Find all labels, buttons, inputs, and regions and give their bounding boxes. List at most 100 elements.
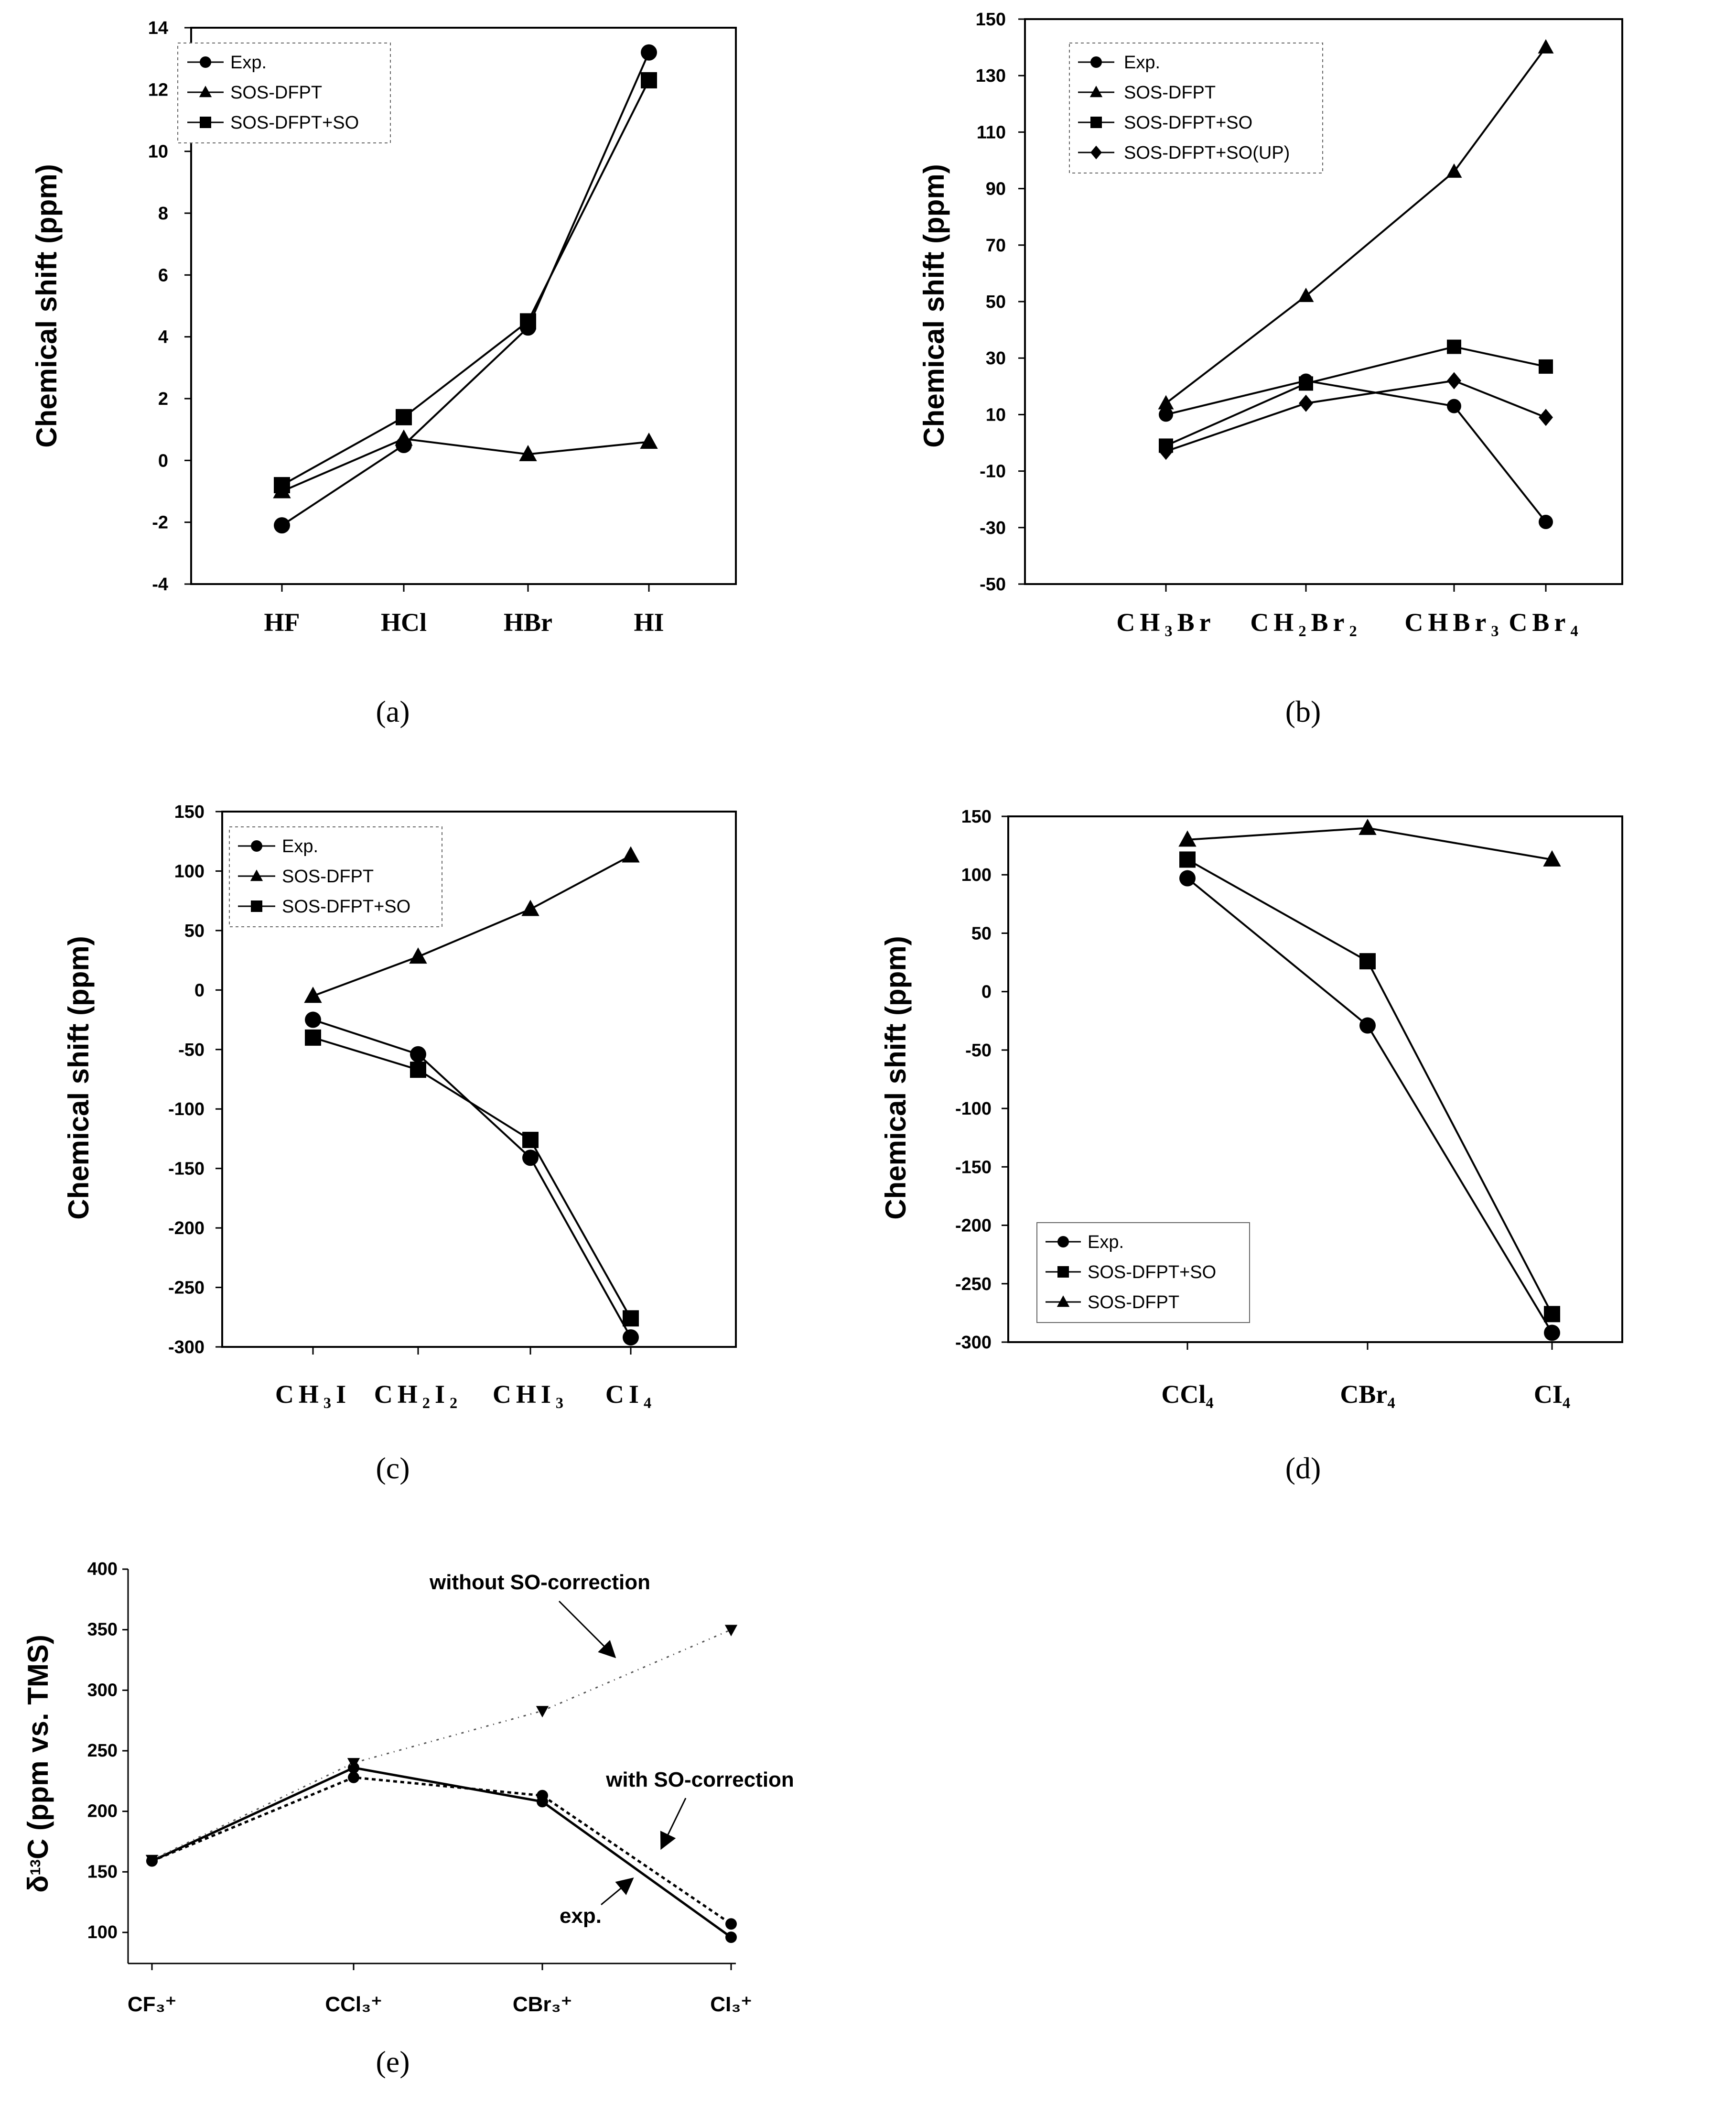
x-category-label: HBr (504, 608, 552, 637)
legend-label: Exp. (230, 53, 267, 73)
annotation-arrow (558, 1600, 616, 1659)
legend-label: SOS-DFPT+SO(UP) (1124, 143, 1290, 163)
y-tick-label: 50 (184, 921, 205, 941)
x-category-label: HCl (381, 608, 427, 637)
data-point-circle (305, 1011, 321, 1028)
y-tick-label: 0 (981, 982, 992, 1002)
data-point-triangle-down (536, 1706, 549, 1718)
annotation-arrow (601, 1877, 634, 1906)
series-line-circle (313, 1019, 632, 1338)
y-tick-label: 100 (174, 861, 205, 881)
y-tick-label: -50 (965, 1041, 992, 1061)
legend-marker-circle (200, 56, 211, 68)
data-point-triangle-down (145, 1855, 159, 1866)
y-tick-label: 150 (976, 10, 1006, 30)
y-tick-label: -10 (980, 462, 1006, 482)
y-tick-label: 130 (976, 66, 1006, 86)
data-point-diamond (1539, 409, 1553, 426)
data-point-circle (410, 1046, 426, 1063)
y-tick-label: 250 (87, 1741, 118, 1761)
chart-panel-5: 100 150 200 250 300 350 400 CF₃⁺ CCl₃⁺ CBr₃⁺ CI₃⁺ δ… (22, 1559, 794, 2016)
x-category-label: HI (634, 608, 664, 637)
y-tick-label: -250 (168, 1278, 205, 1298)
y-tick-label: 100 (87, 1922, 118, 1942)
plot-frame (1007, 815, 1623, 1343)
panel-caption: (a) (376, 694, 410, 728)
x-category-label: CBr₃⁺ (513, 1993, 572, 2016)
data-point-circle (348, 1771, 359, 1783)
series-line-square (1165, 346, 1546, 447)
y-tick-label: -100 (955, 1099, 992, 1119)
series-line-square (281, 80, 650, 486)
plot-frame (221, 811, 737, 1348)
legend-label: SOS-DFPT (282, 867, 374, 887)
y-tick-label: 14 (148, 18, 168, 38)
data-point-square (1359, 953, 1376, 970)
x-category-label: CI₃⁺ (710, 1993, 752, 2016)
legend-label: Exp. (1124, 53, 1160, 73)
y-tick-label: 150 (961, 807, 992, 827)
y-tick-label: 150 (174, 802, 205, 822)
data-point-triangle (1446, 163, 1462, 178)
panel-caption: (d) (1285, 1451, 1321, 1485)
y-tick-label: 70 (986, 236, 1006, 256)
chart-panel-4: -300 -250 -200 -150 -100 -50 0 50 100 150 CCl₄ CBr₄… (880, 807, 1623, 1409)
legend-label: SOS-DFPT (230, 83, 322, 103)
data-point-triangle (521, 900, 539, 916)
legend-marker-square (251, 900, 262, 912)
data-point-triangle (1538, 39, 1554, 54)
y-tick-label: -100 (168, 1099, 205, 1119)
data-point-triangle (640, 432, 658, 449)
series-line-diamond (1165, 380, 1546, 453)
x-category-label: CH₃Br (1116, 608, 1215, 637)
y-tick-label: 0 (158, 451, 168, 471)
y-tick-label: 90 (986, 179, 1006, 199)
y-tick-label: 150 (87, 1862, 118, 1882)
panel-caption: (c) (376, 1451, 410, 1485)
legend-marker-diamond (1090, 145, 1102, 160)
y-tick-label: -150 (168, 1159, 205, 1179)
chart-panel-2: -50 -30 -10 10 30 50 70 90 110 130 150 CH₃Br CH₂Br₂ C… (918, 10, 1623, 637)
legend-marker-circle (1057, 1236, 1069, 1247)
annotation-with-so: with SO-correction (605, 1768, 794, 1791)
x-category-label: CI₄ (605, 1380, 656, 1409)
data-point-square (1544, 1306, 1560, 1323)
data-point-square (305, 1029, 321, 1046)
data-point-circle (537, 1789, 548, 1801)
data-point-diamond (1159, 443, 1173, 460)
series-line-triangle (1165, 46, 1547, 404)
y-tick-label: 8 (158, 204, 168, 224)
legend-label: SOS-DFPT+SO (1124, 113, 1252, 133)
annotation-arrow (660, 1798, 687, 1850)
x-category-label: CF₃⁺ (128, 1993, 176, 2016)
annotation-exp: exp. (560, 1904, 602, 1928)
y-tick-label: -150 (955, 1157, 992, 1177)
data-point-triangle (304, 987, 322, 1003)
y-tick-label: 0 (194, 980, 205, 1000)
series-line-0 (151, 1766, 732, 1939)
y-tick-label: -50 (178, 1040, 205, 1060)
series-line-triangle (313, 855, 631, 997)
legend-marker-circle (251, 840, 262, 852)
legend-label: SOS-DFPT+SO (230, 113, 359, 133)
legend-label: SOS-DFPT+SO (282, 897, 410, 917)
y-tick-label: 400 (87, 1559, 118, 1579)
legend-marker-square (1057, 1266, 1069, 1278)
panel-caption: (e) (376, 2045, 410, 2079)
y-tick-label: -2 (152, 513, 168, 533)
data-point-circle (1159, 407, 1173, 422)
data-point-triangle (1158, 395, 1174, 410)
legend-marker-triangle (199, 86, 212, 98)
legend-label: SOS-DFPT (1088, 1292, 1179, 1312)
legend-marker-triangle (250, 869, 263, 881)
y-tick-label: -200 (955, 1216, 992, 1236)
legend-box (1069, 43, 1323, 174)
x-category-label: CCl₃⁺ (325, 1993, 382, 2016)
legend-label: Exp. (282, 836, 318, 857)
x-category-label: HF (264, 608, 300, 637)
y-tick-label: -200 (168, 1218, 205, 1238)
data-point-triangle (622, 846, 640, 863)
panel-caption: (b) (1285, 694, 1321, 728)
y-axis-title: Chemical shift (ppm) (880, 936, 912, 1219)
y-tick-label: 350 (87, 1620, 118, 1640)
